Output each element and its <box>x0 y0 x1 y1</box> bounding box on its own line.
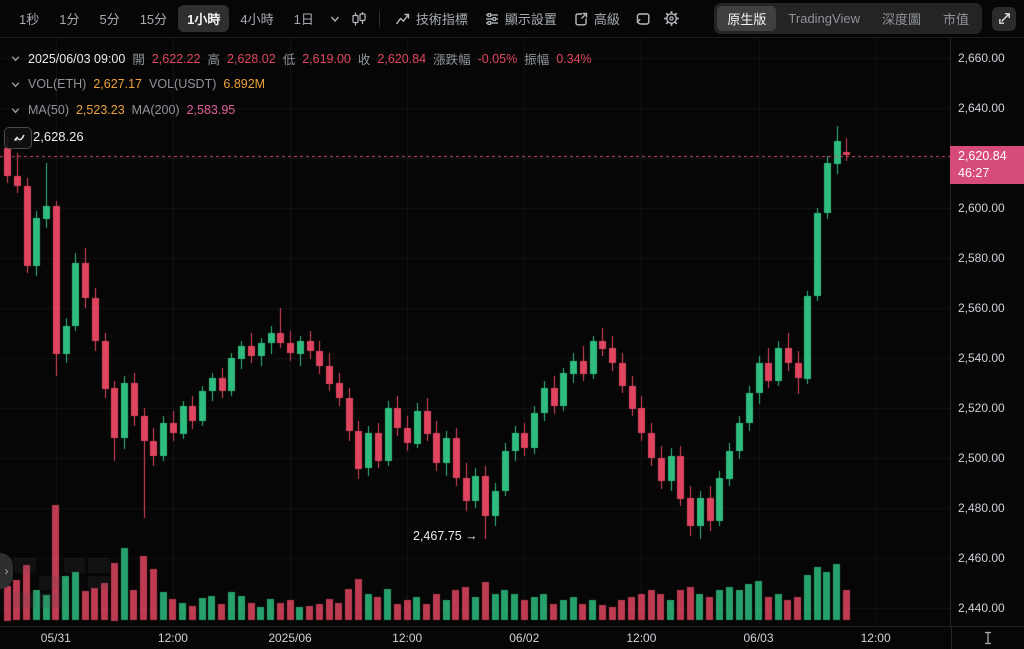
ohlc-collapse-chevron-icon[interactable] <box>10 53 21 64</box>
display-settings-button[interactable]: 顯示設置 <box>477 5 564 32</box>
tab-native-version[interactable]: 原生版 <box>717 6 777 31</box>
time-axis-label: 12:00 <box>626 631 657 645</box>
candlestick-chart-canvas[interactable] <box>0 38 950 626</box>
toolbar-right-group: 原生版 TradingView 深度圖 市值 <box>714 3 1016 34</box>
tab-tradingview[interactable]: TradingView <box>788 11 860 26</box>
time-axis-label: 05/31 <box>40 631 71 645</box>
pane-expander-button[interactable]: › <box>0 553 13 589</box>
ma-collapse-chevron-icon[interactable] <box>10 105 21 116</box>
interval-dropdown-chevron-icon[interactable] <box>325 13 345 25</box>
fullscreen-button[interactable] <box>992 6 1016 31</box>
toolbar-left-group: 1秒 1分 5分 15分 1小時 4小時 1日 <box>10 5 714 32</box>
price-axis-label: 2,580.00 <box>958 251 1005 265</box>
scroll-to-high-button[interactable] <box>4 127 32 149</box>
price-axis[interactable]: 2,620.84 46:27 2,660.00 2,640.00 2,600.00 2… <box>950 38 1024 626</box>
indicators-button[interactable]: 技術指標 <box>388 5 475 32</box>
interval-1d[interactable]: 1日 <box>293 12 314 27</box>
display-settings-icon <box>485 12 498 25</box>
indicators-icon <box>395 13 410 24</box>
price-axis-label: 2,520.00 <box>958 401 1005 415</box>
price-axis-label: 2,600.00 <box>958 201 1005 215</box>
price-axis-label: 2,540.00 <box>958 351 1005 365</box>
axis-corner <box>951 626 1024 649</box>
visible-high-price: 2,628.26 <box>33 129 84 144</box>
visible-low-price: 2,467.75 → <box>413 529 478 543</box>
axis-separator <box>950 38 951 649</box>
current-price-value: 2,620.84 <box>958 148 1007 163</box>
candle-countdown: 46:27 <box>958 165 990 180</box>
advanced-icon <box>575 12 588 25</box>
time-axis-label: 2025/06 <box>268 631 312 645</box>
price-axis-label: 2,440.00 <box>958 601 1005 615</box>
price-marker-arrow-icon <box>13 134 25 141</box>
interval-5m[interactable]: 5分 <box>99 12 120 27</box>
interval-15m[interactable]: 15分 <box>139 12 168 27</box>
price-axis-label: 2,560.00 <box>958 301 1005 315</box>
price-axis-label: 2,640.00 <box>958 101 1005 115</box>
time-axis-label: 06/02 <box>509 631 540 645</box>
time-axis-label: 12:00 <box>392 631 423 645</box>
current-price-badge: 2,620.84 46:27 <box>950 145 1024 184</box>
watermark <box>14 558 110 608</box>
chart-toolbar: 1秒 1分 5分 15分 1小時 4小時 1日 <box>0 0 1024 38</box>
time-axis[interactable]: 05/31 12:00 2025/06 12:00 06/02 12:00 06/03 12:… <box>0 626 1024 649</box>
volume-collapse-chevron-icon[interactable] <box>10 79 21 90</box>
advanced-button[interactable]: 高級 <box>566 5 627 32</box>
interval-1m[interactable]: 1分 <box>59 12 80 27</box>
fullscreen-icon <box>998 13 1010 24</box>
view-mode-tabs: 原生版 TradingView 深度圖 市值 <box>714 3 982 34</box>
chart-plot-area: 2,628.26 2,467.75 → › 2,620.84 46:27 2,6… <box>0 38 1024 626</box>
price-axis-label: 2,660.00 <box>958 51 1005 65</box>
time-axis-label: 12:00 <box>860 631 891 645</box>
gear-icon[interactable] <box>658 6 685 31</box>
interval-1h[interactable]: 1小時 <box>178 5 230 32</box>
replay-icon[interactable] <box>629 7 656 31</box>
ibeam-cursor-icon <box>985 631 991 644</box>
interval-1s[interactable]: 1秒 <box>19 12 40 27</box>
toolbar-divider <box>378 10 380 27</box>
price-axis-label: 2,500.00 <box>958 451 1005 465</box>
time-axis-label: 06/03 <box>743 631 774 645</box>
price-axis-label: 2,480.00 <box>958 501 1005 515</box>
price-axis-label: 2,460.00 <box>958 551 1005 565</box>
interval-4h[interactable]: 4小時 <box>240 12 274 27</box>
time-axis-label: 12:00 <box>157 631 188 645</box>
tab-depth-chart[interactable]: 深度圖 <box>881 12 921 27</box>
candle-style-icon[interactable] <box>347 7 371 31</box>
tab-market-cap[interactable]: 市值 <box>942 12 969 27</box>
